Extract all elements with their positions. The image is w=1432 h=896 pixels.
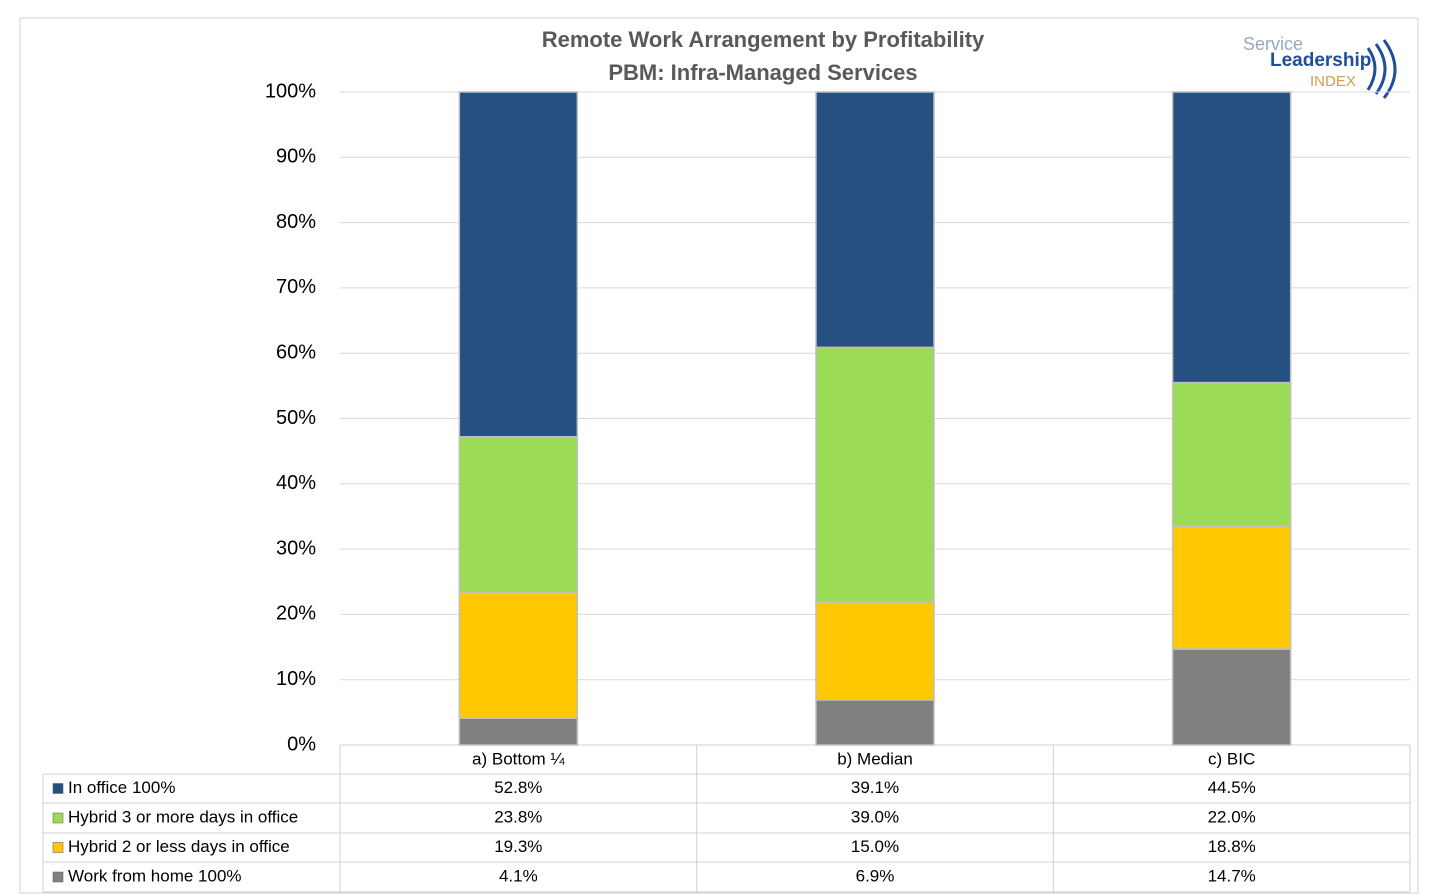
y-tick-label: 30% [276, 537, 316, 559]
bar-segment [815, 601, 935, 701]
chart-title: Remote Work Arrangement by Profitability [542, 27, 985, 52]
y-tick-label: 40% [276, 472, 316, 494]
legend-label: Hybrid 3 or more days in office [68, 807, 298, 826]
y-tick-label: 70% [276, 276, 316, 298]
data-label: 39.1% [851, 778, 899, 797]
logo-text: Leadership [1270, 50, 1371, 71]
data-label: 44.5% [1208, 778, 1256, 797]
legend-swatch [52, 842, 64, 853]
bar-segment [815, 699, 935, 746]
data-label: 15.0% [851, 837, 899, 856]
data-label: 18.8% [1208, 837, 1256, 856]
x-tick-label: c) BIC [1208, 749, 1255, 768]
y-tick-label: 100% [265, 80, 316, 102]
chart-subtitle: PBM: Infra-Managed Services [608, 60, 917, 85]
data-label: 52.8% [494, 778, 542, 797]
legend-label: Work from home 100% [68, 866, 242, 885]
y-tick-label: 80% [276, 211, 316, 233]
data-label: 19.3% [494, 837, 542, 856]
bar-segment [1171, 91, 1292, 384]
y-tick-label: 60% [276, 341, 316, 363]
legend-label: Hybrid 2 or less days in office [68, 837, 290, 856]
bar-segment [1171, 648, 1292, 746]
bar-segment [1171, 525, 1292, 650]
y-tick-label: 50% [276, 407, 316, 429]
bar-segment [458, 91, 579, 438]
logo-text: Service [1243, 34, 1303, 54]
logo-arcs [1366, 39, 1397, 99]
data-label: 6.9% [856, 866, 895, 885]
logo: Service Leadership INDEX [1243, 34, 1397, 99]
data-label: 14.7% [1208, 866, 1256, 885]
bar-segment [458, 436, 579, 593]
data-label: 23.8% [494, 807, 542, 826]
legend-swatch [52, 812, 64, 824]
x-tick-label: a) Bottom ¼ [472, 749, 565, 768]
data-label: 22.0% [1208, 807, 1256, 826]
bar-segment [815, 346, 935, 603]
y-tick-label: 10% [276, 668, 316, 690]
data-label: 4.1% [499, 866, 538, 885]
bar-segment [458, 591, 579, 719]
bar-segment [458, 717, 579, 746]
y-tick-label: 90% [276, 146, 316, 168]
legend-swatch [52, 871, 64, 883]
legend-swatch [52, 783, 64, 794]
y-tick-label: 20% [276, 603, 316, 625]
bar-segment [1171, 381, 1292, 527]
bar-segment [815, 91, 935, 349]
x-tick-label: b) Median [837, 749, 913, 768]
y-tick-label: 0% [287, 733, 316, 755]
legend-label: In office 100% [68, 778, 175, 797]
data-label: 39.0% [851, 807, 899, 826]
logo-text: INDEX [1310, 73, 1356, 90]
